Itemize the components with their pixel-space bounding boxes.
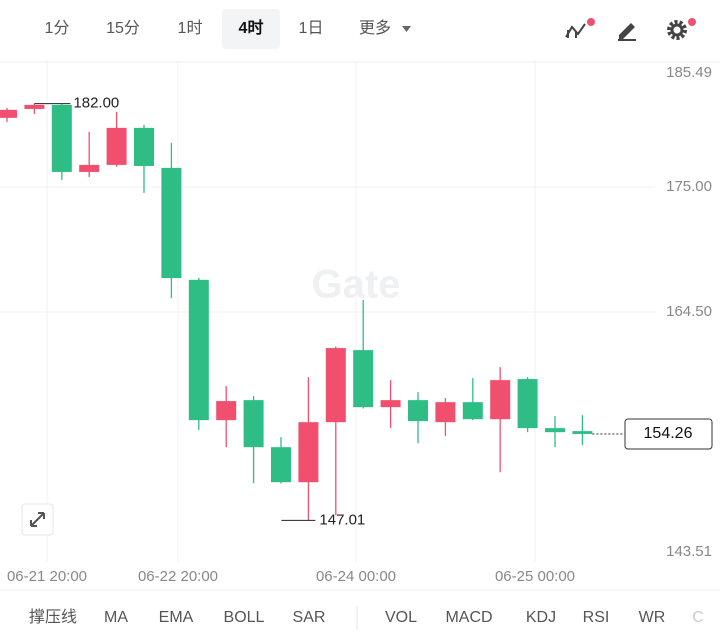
y-tick-label: 143.51 xyxy=(666,543,712,560)
candle-body xyxy=(298,422,319,483)
draw-icon[interactable] xyxy=(618,23,636,41)
interval-tab[interactable]: 15分 xyxy=(106,19,140,37)
selected-tab-bg xyxy=(222,9,280,49)
indicator-tab[interactable]: MACD xyxy=(445,609,492,626)
candle-body xyxy=(24,104,45,109)
candle-body xyxy=(572,431,593,434)
indicator-tab[interactable]: RSI xyxy=(583,609,610,626)
indicator-tab[interactable]: SAR xyxy=(293,609,326,626)
indicator-tab[interactable]: MA xyxy=(104,609,128,626)
more-arrow xyxy=(402,26,411,32)
indicator-tab[interactable]: VOL xyxy=(385,609,417,626)
x-tick-label: 06-25 00:00 xyxy=(495,568,575,585)
indicator-tab[interactable]: EMA xyxy=(159,609,194,626)
candle-body xyxy=(380,400,401,408)
interval-tab[interactable]: 1分 xyxy=(45,19,70,37)
candle-body xyxy=(462,402,483,420)
candle-body xyxy=(517,379,538,429)
candle-body xyxy=(271,447,291,483)
indicator-tab[interactable]: WR xyxy=(639,609,666,626)
candle-body xyxy=(188,279,209,421)
interval-tab[interactable]: 1日 xyxy=(299,20,324,37)
y-tick-label: 185.49 xyxy=(666,64,712,81)
candle-body xyxy=(353,350,374,408)
more-tab[interactable]: 更多 xyxy=(359,19,391,37)
candle-body xyxy=(106,127,127,165)
candle-body xyxy=(79,164,100,172)
x-tick-label: 06-24 00:00 xyxy=(316,568,396,585)
candle-body xyxy=(161,167,182,279)
expand-button[interactable] xyxy=(21,503,54,536)
y-tick-label: 175.00 xyxy=(666,178,712,195)
high-marker-label: 182.00 xyxy=(73,95,119,112)
candle-body xyxy=(545,428,565,433)
candle-body xyxy=(51,104,72,172)
indicator-tab[interactable]: BOLL xyxy=(224,609,265,626)
last-price-label: 154.26 xyxy=(644,425,693,442)
indicator-tab[interactable]: C xyxy=(692,609,704,626)
candle-body xyxy=(134,127,154,166)
indicator-tab[interactable]: KDJ xyxy=(526,609,556,626)
interval-tab[interactable]: 1时 xyxy=(178,19,203,37)
candle-body xyxy=(408,400,428,422)
candle-body xyxy=(325,348,346,423)
x-tick-label: 06-21 20:00 xyxy=(7,568,87,585)
last-price-box xyxy=(624,418,713,450)
candle-body xyxy=(243,400,264,448)
candle-body xyxy=(490,380,511,420)
indicator-tab[interactable]: 撑压线 xyxy=(29,608,77,626)
candle-body xyxy=(216,401,237,421)
interval-tab[interactable]: 4时 xyxy=(239,19,264,37)
x-tick-label: 06-22 20:00 xyxy=(138,568,218,585)
candle-body xyxy=(435,402,456,423)
candle-body xyxy=(0,109,17,118)
settings-icon[interactable] xyxy=(667,18,696,40)
indicator-icon[interactable] xyxy=(565,18,595,38)
y-tick-label: 164.50 xyxy=(666,303,712,320)
low-marker-label: 147.01 xyxy=(319,511,365,528)
